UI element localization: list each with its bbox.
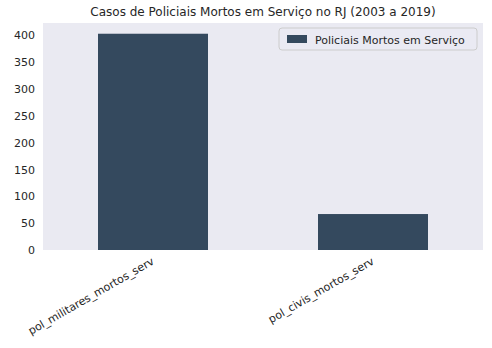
y-tick-label: 200 [14, 137, 35, 150]
y-tick-label: 50 [21, 217, 35, 230]
y-tick-label: 100 [14, 190, 35, 203]
y-tick-label: 300 [14, 83, 35, 96]
y-tick-label: 250 [14, 110, 35, 123]
y-tick-label: 350 [14, 56, 35, 69]
legend-box [279, 28, 477, 50]
y-tick-label: 0 [28, 244, 35, 257]
legend: Policiais Mortos em Serviço [279, 28, 477, 50]
x-tick-label: pol_militares_mortos_serv [26, 255, 157, 338]
plot-area [43, 23, 483, 250]
bar [318, 214, 428, 250]
legend-label: Policiais Mortos em Serviço [315, 34, 465, 47]
title: Casos de Policiais Mortos em Serviço no … [90, 5, 435, 19]
x-tick-label: pol_civis_mortos_serv [266, 255, 377, 326]
bar [98, 34, 208, 250]
y-tick-label: 400 [14, 29, 35, 42]
y-tick-label: 150 [14, 164, 35, 177]
bars [98, 34, 428, 250]
legend-swatch [287, 35, 307, 43]
chart: 0 50 100 150 200 250 300 350 400 pol_militares_mo… [0, 0, 492, 348]
